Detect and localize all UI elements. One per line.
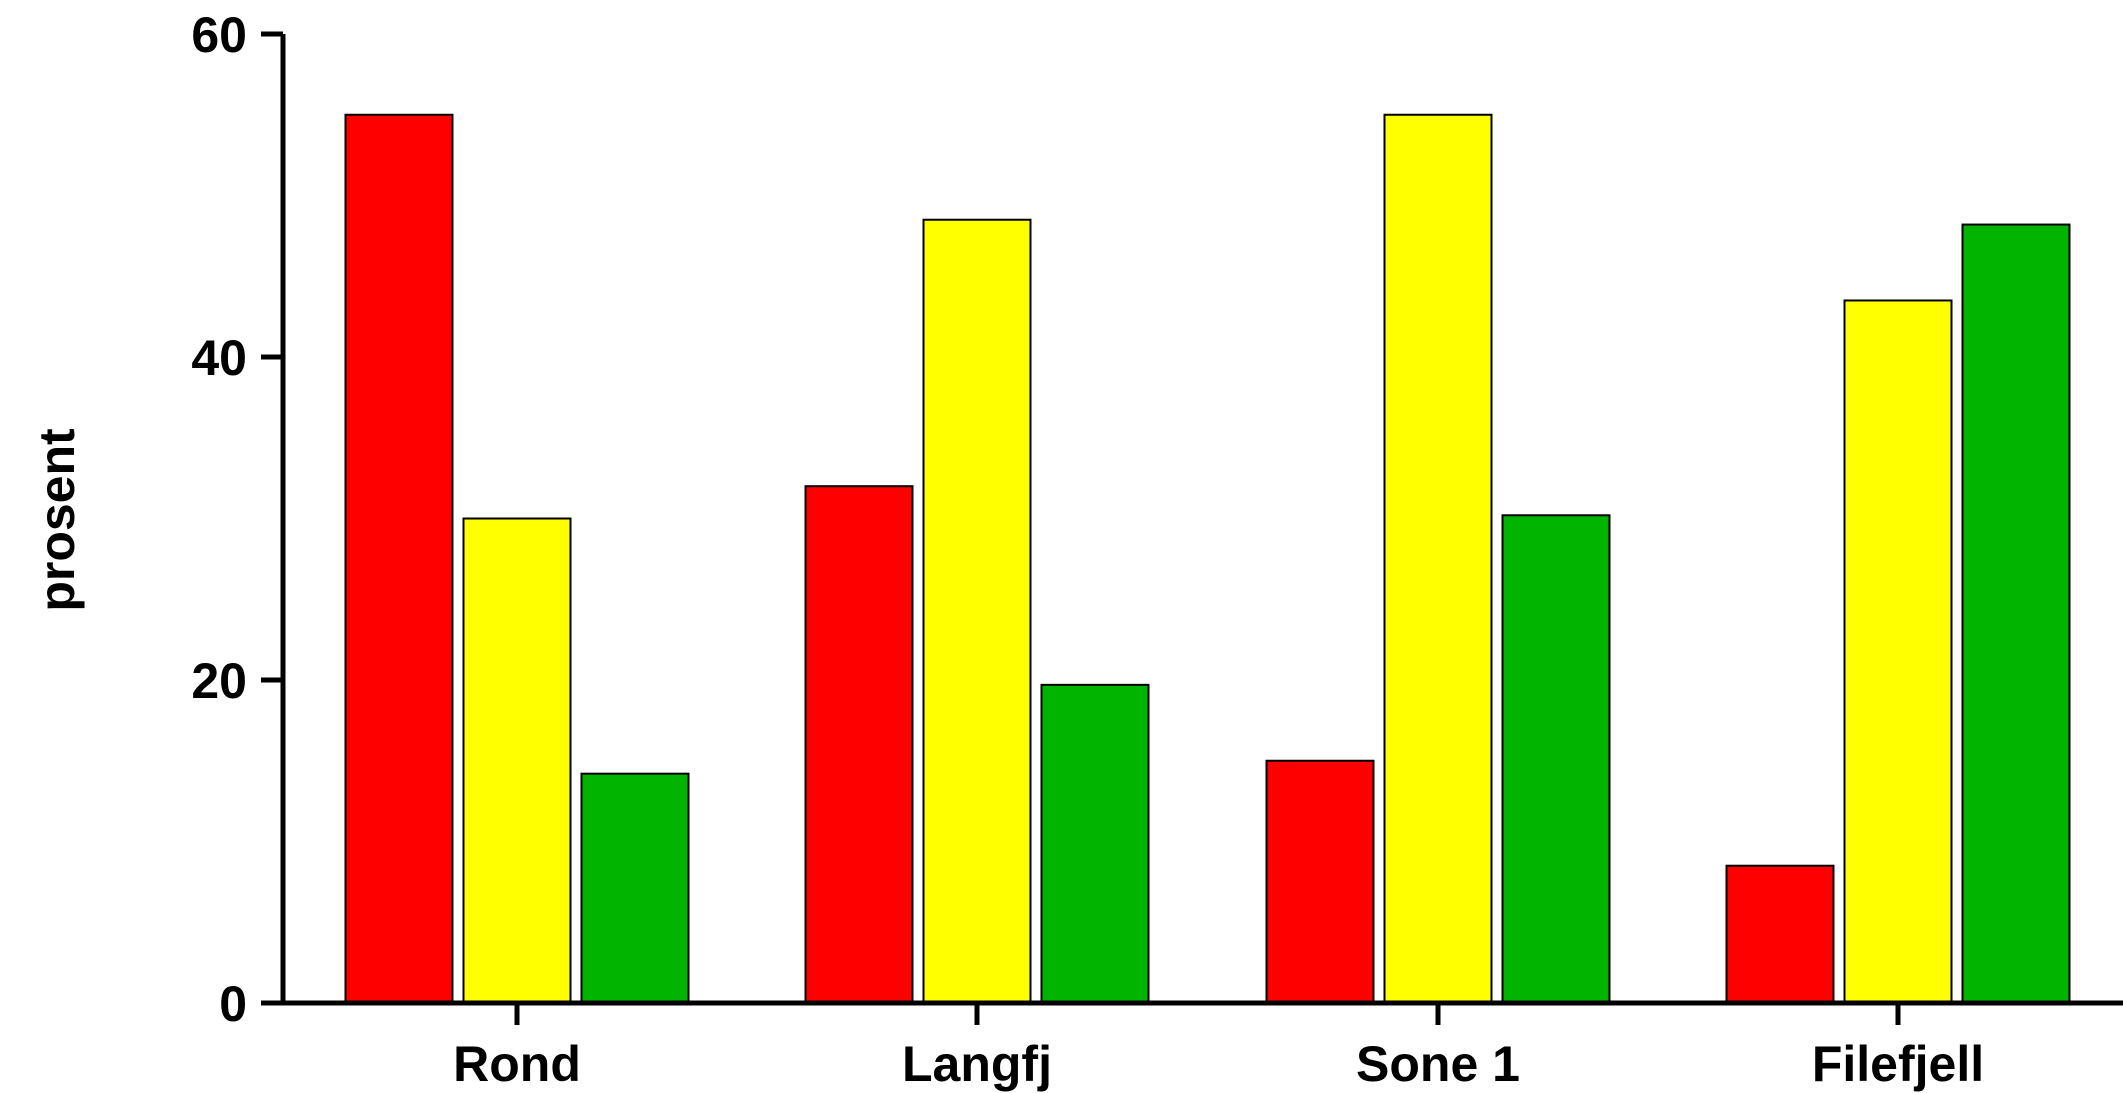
bar-langfj-series-1: [804, 485, 914, 1004]
bar-sone-1-series-2: [1383, 113, 1493, 1004]
bar-rond-series-1: [344, 113, 454, 1004]
bar-rond-series-2: [462, 517, 572, 1004]
y-tick-label: 20: [191, 653, 247, 709]
y-tick-label: 40: [191, 330, 247, 386]
x-tick-label: Langfj: [902, 1036, 1052, 1092]
x-ticks: Rond Langfj Sone 1 Filefjell: [453, 1003, 1984, 1092]
x-tick-label: Rond: [453, 1036, 581, 1092]
bar-filefjell-series-1: [1725, 864, 1835, 1004]
bar-sone-1-series-1: [1265, 759, 1375, 1004]
x-tick-label: Filefjell: [1812, 1036, 1984, 1092]
y-tick-label: 60: [191, 7, 247, 63]
bar-langfj-series-2: [922, 218, 1032, 1005]
x-tick-label: Sone 1: [1356, 1036, 1520, 1092]
y-axis-title: prosent: [29, 428, 85, 612]
y-tick-label: 0: [219, 976, 247, 1032]
y-ticks: 0 20 40 60: [191, 7, 283, 1032]
bar-filefjell-series-3: [1961, 223, 2071, 1004]
bars-layer: [344, 113, 2071, 1005]
bar-sone-1-series-3: [1501, 514, 1611, 1005]
bar-langfj-series-3: [1040, 683, 1150, 1004]
bar-rond-series-3: [580, 772, 690, 1004]
bar-filefjell-series-2: [1843, 299, 1953, 1005]
axes-layer: [280, 34, 2123, 1006]
